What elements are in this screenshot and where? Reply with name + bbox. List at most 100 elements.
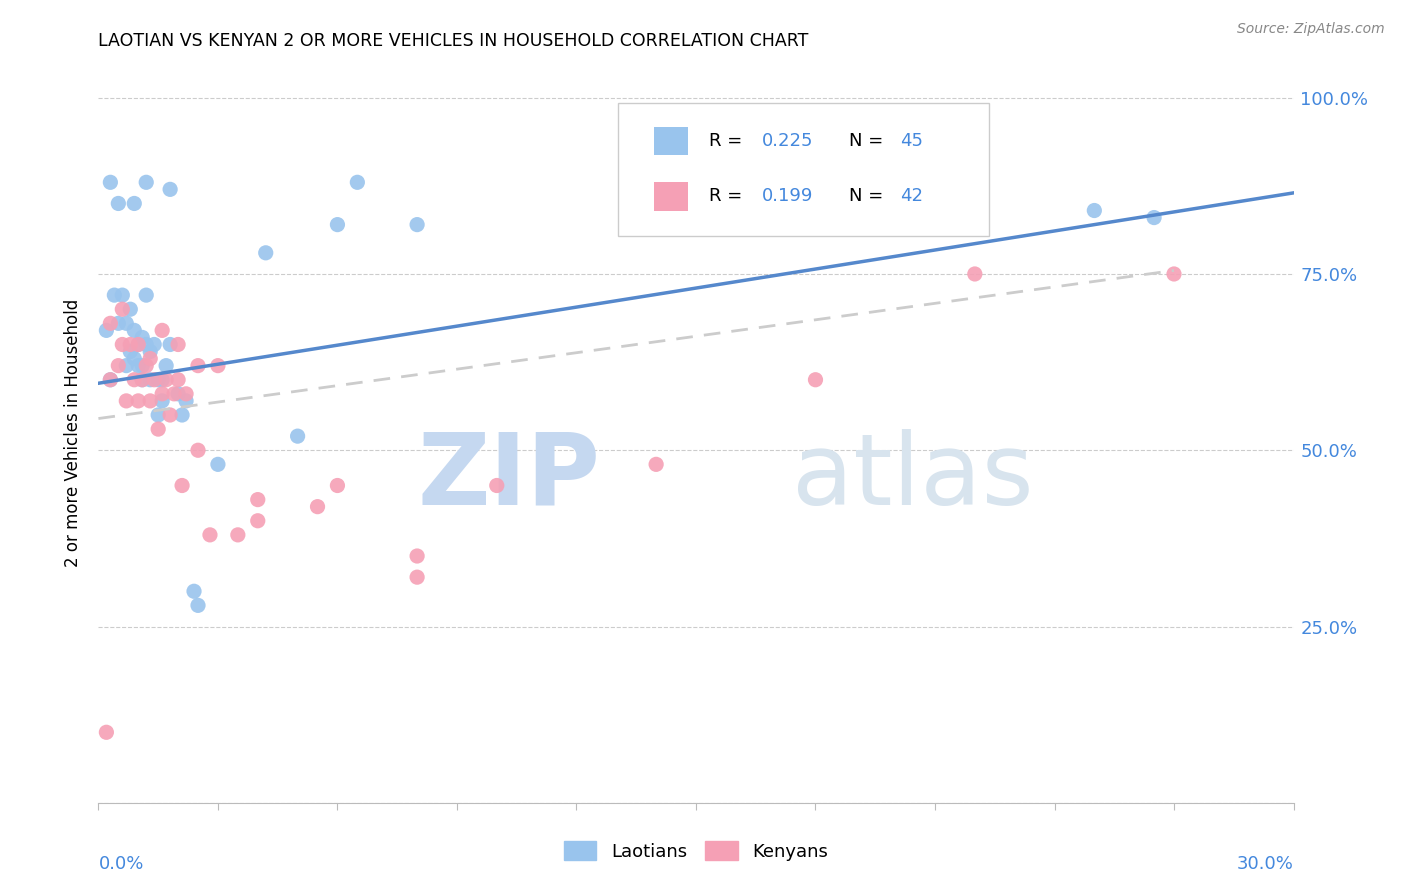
Point	[143, 373, 166, 387]
Point	[98, 373, 122, 387]
Point	[111, 302, 134, 317]
Text: atlas: atlas	[792, 428, 1033, 525]
Point	[127, 337, 149, 351]
Text: 45: 45	[900, 132, 924, 150]
Point	[120, 302, 142, 317]
Text: R =: R =	[709, 132, 748, 150]
Point	[96, 323, 118, 337]
Point	[148, 422, 170, 436]
Point	[131, 359, 153, 373]
Text: 30.0%: 30.0%	[1237, 855, 1294, 872]
Point	[127, 393, 149, 408]
Point	[139, 344, 162, 359]
Point	[485, 478, 508, 492]
Point	[127, 337, 149, 351]
Point	[307, 500, 329, 514]
Point	[326, 478, 349, 492]
Point	[107, 196, 129, 211]
Point	[148, 408, 170, 422]
Point	[163, 387, 186, 401]
Point	[124, 373, 146, 387]
Point	[155, 359, 177, 373]
Point	[198, 528, 221, 542]
Point	[226, 528, 249, 542]
Point	[172, 478, 194, 492]
Point	[150, 387, 173, 401]
Bar	[654, 182, 688, 211]
Point	[246, 492, 269, 507]
Text: Source: ZipAtlas.com: Source: ZipAtlas.com	[1237, 22, 1385, 37]
Point	[207, 359, 229, 373]
Text: 0.225: 0.225	[762, 132, 813, 150]
Point	[124, 323, 146, 337]
Y-axis label: 2 or more Vehicles in Household: 2 or more Vehicles in Household	[65, 299, 83, 566]
Point	[115, 359, 138, 373]
Point	[131, 373, 153, 387]
Point	[107, 359, 129, 373]
Point	[159, 182, 181, 196]
Point	[107, 316, 129, 330]
Point	[287, 429, 309, 443]
Text: 0.0%: 0.0%	[98, 855, 143, 872]
Point	[155, 373, 177, 387]
Point	[150, 323, 173, 337]
Point	[139, 393, 162, 408]
Point	[174, 387, 197, 401]
Point	[150, 373, 173, 387]
Point	[406, 549, 429, 563]
Point	[1083, 203, 1105, 218]
Point	[159, 408, 181, 422]
Point	[645, 458, 668, 472]
Point	[174, 393, 197, 408]
Point	[167, 337, 190, 351]
Point	[111, 288, 134, 302]
Point	[804, 373, 827, 387]
Point	[148, 373, 170, 387]
Point	[207, 458, 229, 472]
Point	[135, 337, 157, 351]
Point	[131, 330, 153, 344]
Point	[103, 288, 125, 302]
Point	[135, 175, 157, 189]
Point	[135, 359, 157, 373]
Point	[187, 359, 209, 373]
Point	[183, 584, 205, 599]
Point	[143, 337, 166, 351]
Point	[246, 514, 269, 528]
Point	[96, 725, 118, 739]
Text: R =: R =	[709, 187, 748, 205]
Point	[120, 344, 142, 359]
Text: 42: 42	[900, 187, 924, 205]
Point	[346, 175, 368, 189]
Point	[963, 267, 986, 281]
Point	[115, 393, 138, 408]
Point	[159, 337, 181, 351]
Text: N =: N =	[849, 132, 889, 150]
Point	[120, 337, 142, 351]
Point	[150, 393, 173, 408]
Bar	[654, 127, 688, 155]
Point	[406, 218, 429, 232]
Text: N =: N =	[849, 187, 889, 205]
Point	[124, 196, 146, 211]
Text: 0.199: 0.199	[762, 187, 813, 205]
Point	[187, 443, 209, 458]
Point	[115, 316, 138, 330]
Point	[172, 408, 194, 422]
Point	[124, 351, 146, 366]
Point	[406, 570, 429, 584]
Text: LAOTIAN VS KENYAN 2 OR MORE VEHICLES IN HOUSEHOLD CORRELATION CHART: LAOTIAN VS KENYAN 2 OR MORE VEHICLES IN …	[98, 32, 808, 50]
Text: ZIP: ZIP	[418, 428, 600, 525]
Point	[187, 599, 209, 613]
Point	[139, 373, 162, 387]
Point	[111, 337, 134, 351]
Point	[127, 359, 149, 373]
Point	[98, 373, 122, 387]
Point	[1163, 267, 1185, 281]
FancyBboxPatch shape	[619, 103, 988, 236]
Point	[139, 351, 162, 366]
Point	[167, 387, 190, 401]
Point	[326, 218, 349, 232]
Point	[131, 373, 153, 387]
Point	[254, 245, 277, 260]
